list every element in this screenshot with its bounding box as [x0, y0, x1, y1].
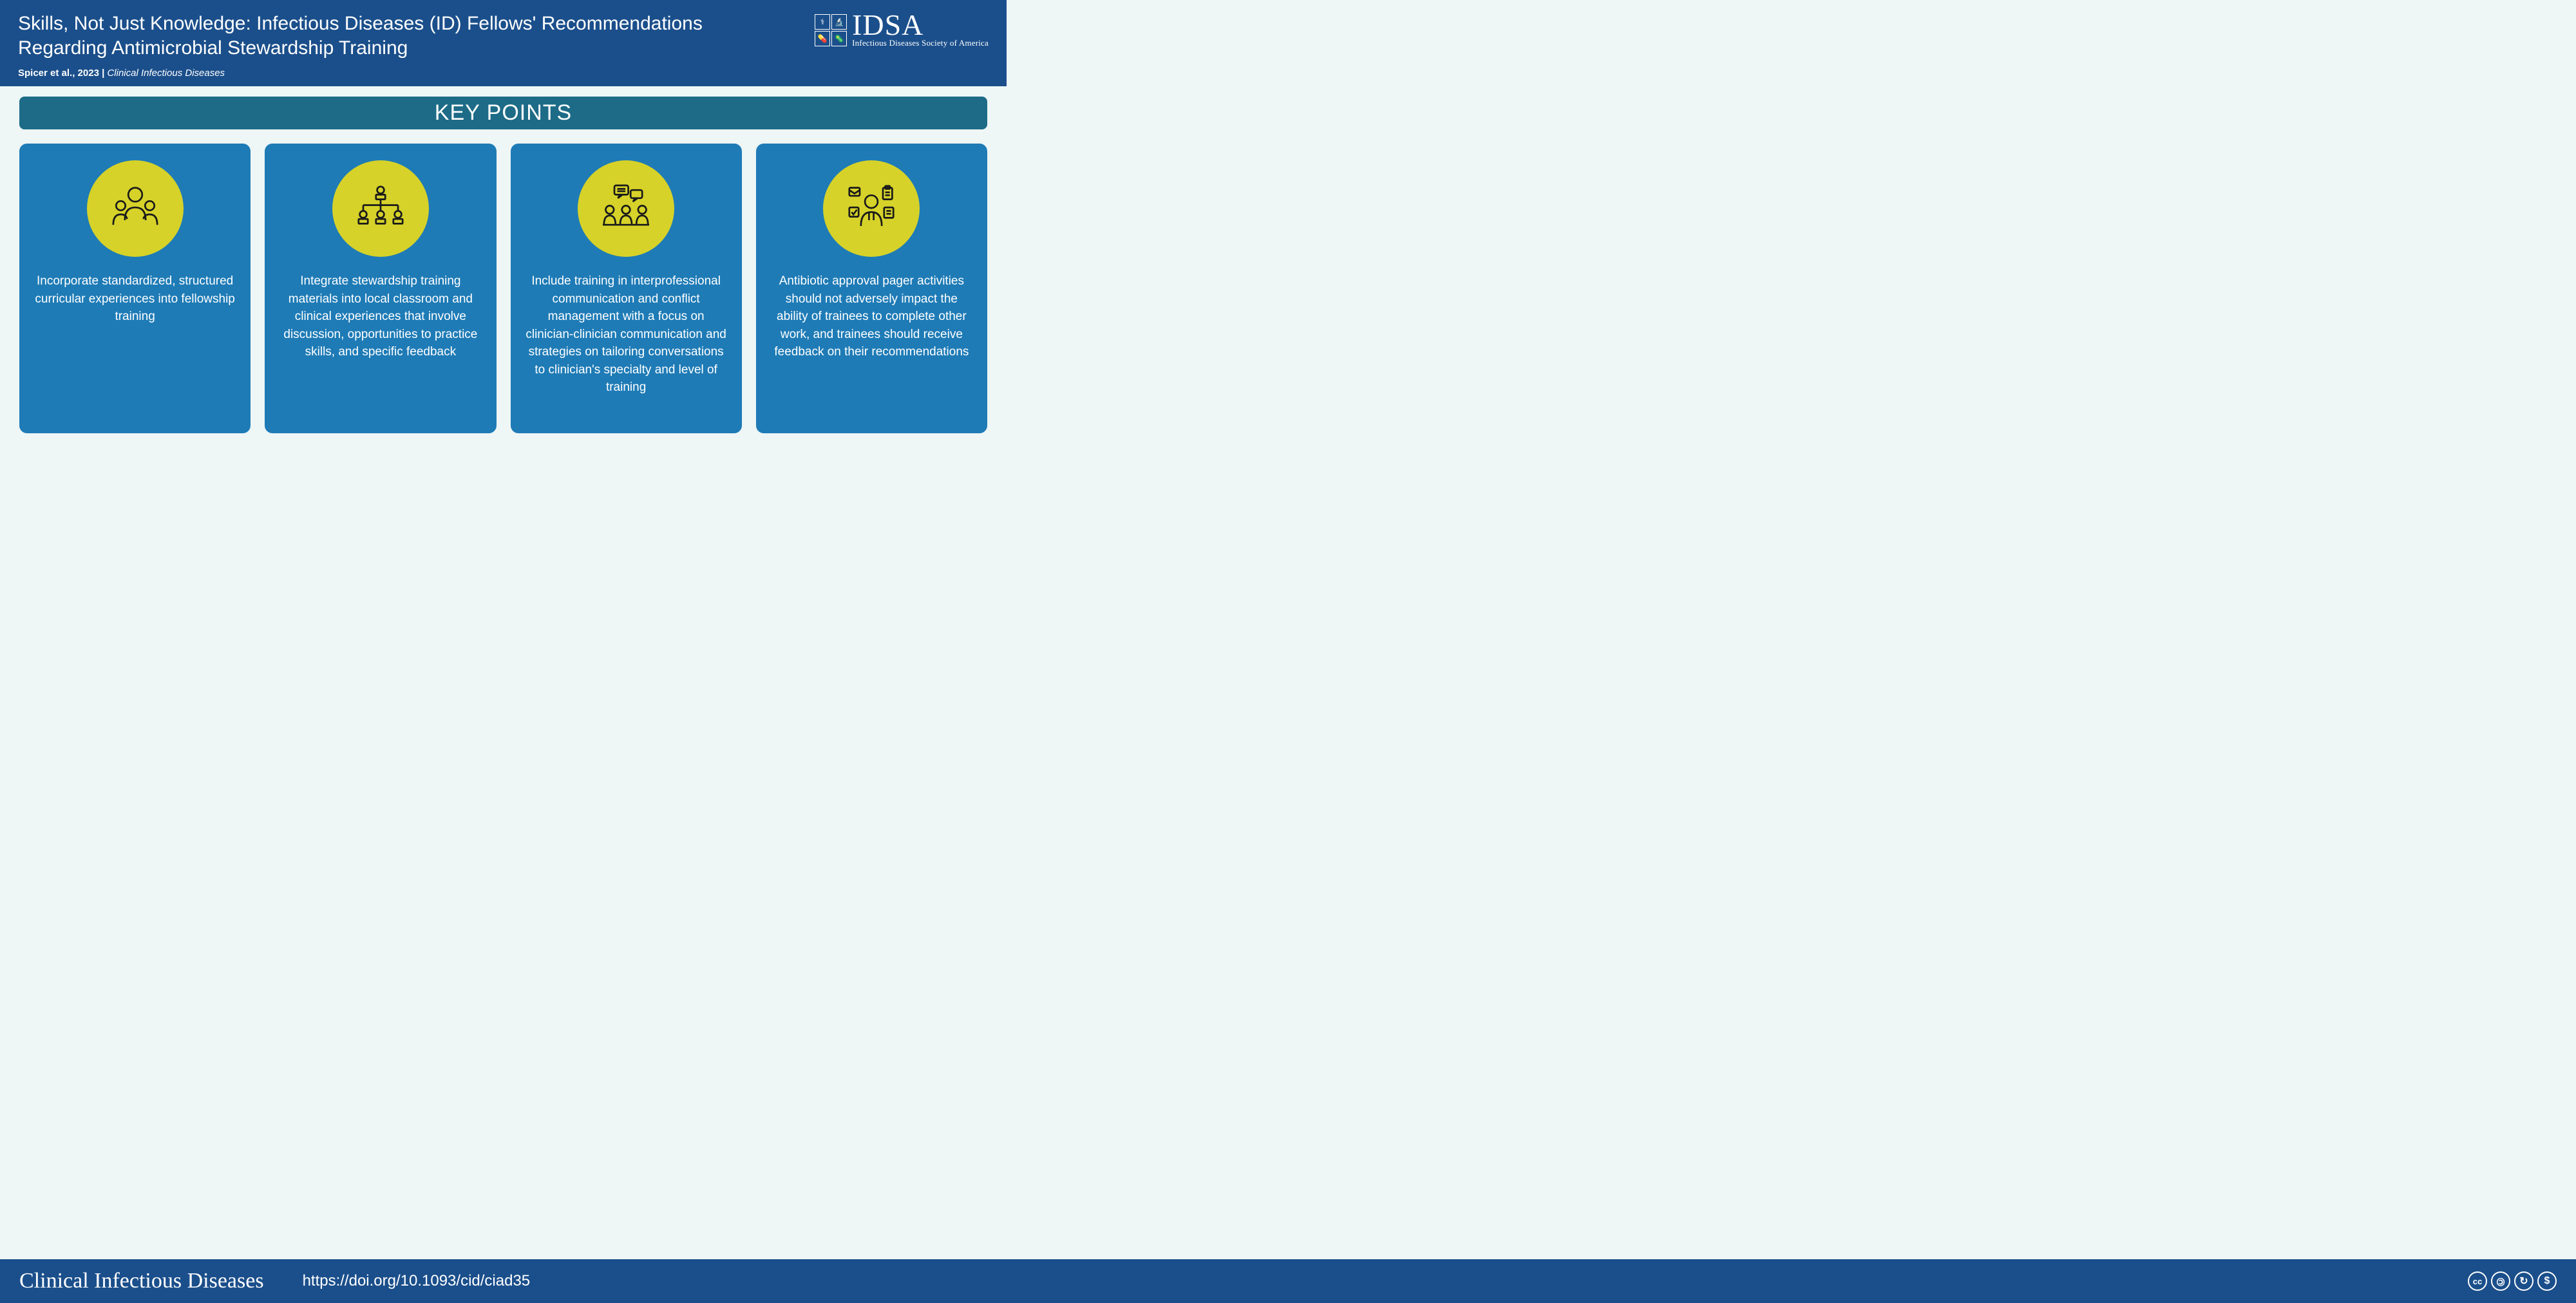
citation-journal: Clinical Infectious Diseases [107, 68, 225, 79]
footer: Clinical Infectious Diseases https://doi… [0, 1259, 2576, 1303]
header: Skills, Not Just Knowledge: Infectious D… [0, 0, 1007, 89]
card-text: Antibiotic approval pager activities sho… [769, 272, 974, 361]
cc-sa-icon: ↻ [2514, 1271, 2533, 1291]
logo-abbrev: IDSA [852, 12, 923, 38]
page-title: Skills, Not Just Knowledge: Infectious D… [18, 12, 726, 60]
key-points-banner: KEY POINTS [19, 97, 987, 129]
cards-row: Incorporate standardized, structured cur… [19, 144, 987, 433]
key-point-card: Include training in interprofessional co… [511, 144, 742, 433]
logo-fullname: Infectious Diseases Society of America [852, 38, 989, 48]
license-icons: cc 🄯 ↻ $ [2468, 1271, 2557, 1291]
key-point-card: Antibiotic approval pager activities sho… [756, 144, 987, 433]
meeting-discussion-icon [578, 160, 674, 257]
group-people-icon [87, 160, 184, 257]
card-text: Incorporate standardized, structured cur… [32, 272, 238, 326]
org-chart-icon [332, 160, 429, 257]
idsa-logo: ⚕🔬💊🦠 IDSA Infectious Diseases Society of… [815, 12, 989, 48]
cc-by-icon: 🄯 [2491, 1271, 2510, 1291]
key-point-card: Incorporate standardized, structured cur… [19, 144, 251, 433]
citation-separator: | [99, 68, 108, 79]
footer-doi: https://doi.org/10.1093/cid/ciad35 [303, 1272, 2468, 1290]
card-text: Integrate stewardship training materials… [278, 272, 483, 361]
content-area: KEY POINTS Incorporate standardized, str… [0, 89, 1007, 445]
logo-grid-icon: ⚕🔬💊🦠 [815, 14, 847, 46]
cc-nc-icon: $ [2537, 1271, 2557, 1291]
card-text: Include training in interprofessional co… [524, 272, 729, 397]
citation: Spicer et al., 2023 | Clinical Infectiou… [18, 68, 726, 79]
person-tasks-icon [823, 160, 920, 257]
cc-icon: cc [2468, 1271, 2487, 1291]
footer-journal: Clinical Infectious Diseases [19, 1269, 264, 1293]
authors: Spicer et al., 2023 [18, 68, 99, 79]
key-point-card: Integrate stewardship training materials… [265, 144, 496, 433]
header-text-block: Skills, Not Just Knowledge: Infectious D… [18, 12, 726, 79]
logo-text: IDSA Infectious Diseases Society of Amer… [852, 12, 989, 48]
